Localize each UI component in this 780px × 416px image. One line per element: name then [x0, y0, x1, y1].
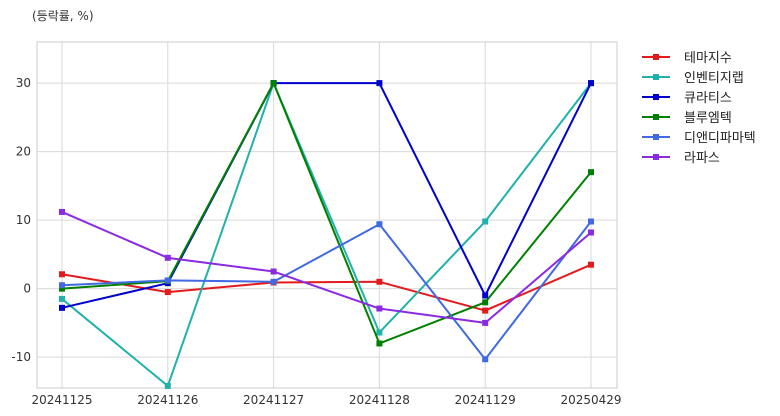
- legend-label: 블루엠텍: [684, 111, 732, 126]
- data-point: [588, 229, 594, 236]
- data-point: [164, 382, 171, 389]
- series-6: [59, 208, 594, 326]
- data-point: [588, 80, 594, 87]
- data-point: [482, 307, 489, 314]
- x-tick-label: 20241129: [455, 393, 516, 407]
- legend-label: 테마지수: [684, 51, 732, 66]
- y-tick-label: -10: [11, 350, 31, 364]
- data-point: [482, 292, 489, 299]
- data-point: [59, 282, 65, 289]
- legend-marker: [653, 154, 659, 160]
- series-4: [59, 80, 594, 347]
- legend-label: 디앤디파마텍: [684, 131, 756, 146]
- data-point: [270, 80, 277, 87]
- legend-item: 블루엠텍: [642, 111, 732, 126]
- data-point: [59, 271, 65, 278]
- plot-area: [36, 41, 618, 389]
- series-1: [59, 261, 594, 314]
- x-tick-label: 20241126: [137, 393, 198, 407]
- data-point: [588, 218, 594, 225]
- data-point: [164, 289, 171, 296]
- legend-item: 라파스: [642, 151, 720, 166]
- legend-marker: [653, 114, 659, 120]
- data-point: [59, 304, 65, 311]
- unit-label: (등락률, %): [32, 9, 94, 23]
- series-line: [61, 82, 592, 309]
- legend-item: 인벤티지랩: [642, 71, 744, 86]
- legend-label: 인벤티지랩: [684, 71, 744, 86]
- series-group: [59, 80, 594, 389]
- series-line: [61, 210, 592, 324]
- legend-marker: [653, 94, 659, 100]
- data-point: [588, 261, 594, 268]
- data-point: [59, 208, 65, 215]
- series-3: [59, 80, 594, 311]
- series-line: [61, 82, 592, 345]
- x-tick-label: 20241127: [243, 393, 304, 407]
- y-tick-label: 30: [16, 76, 31, 90]
- data-point: [164, 277, 171, 284]
- y-axis: -10 0 10 20 30: [11, 76, 31, 364]
- data-point: [376, 305, 383, 312]
- legend-label: 라파스: [684, 151, 720, 166]
- legend-marker: [653, 54, 659, 60]
- series-2: [59, 80, 594, 389]
- y-tick-label: 20: [16, 145, 31, 159]
- legend-item: 디앤디파마텍: [642, 131, 756, 146]
- x-tick-label: 20241125: [31, 393, 92, 407]
- legend-marker: [653, 134, 659, 140]
- series-line: [61, 82, 592, 387]
- legend-item: 테마지수: [642, 51, 732, 66]
- data-point: [376, 340, 383, 347]
- legend-label: 큐라티스: [684, 91, 732, 106]
- series-line: [61, 220, 592, 361]
- legend-item: 큐라티스: [642, 91, 732, 106]
- data-point: [59, 295, 65, 302]
- data-point: [270, 268, 277, 275]
- data-point: [588, 169, 594, 176]
- series-5: [59, 218, 594, 363]
- y-tick-label: 0: [23, 282, 31, 296]
- data-point: [59, 285, 65, 292]
- x-axis: 20241125 20241126 20241127 20241128 20241129…: [31, 393, 621, 407]
- data-point: [270, 278, 277, 285]
- y-tick-label: 10: [16, 213, 31, 227]
- data-point: [164, 254, 171, 261]
- data-point: [482, 356, 489, 363]
- data-point: [376, 221, 383, 228]
- data-point: [376, 329, 383, 336]
- data-point: [376, 80, 383, 87]
- x-tick-label: 20241128: [349, 393, 410, 407]
- data-point: [482, 218, 489, 225]
- series-line: [61, 263, 592, 312]
- data-point: [482, 299, 489, 306]
- x-tick-label: 20250429: [560, 393, 621, 407]
- data-point: [376, 278, 383, 285]
- legend-marker: [653, 74, 659, 80]
- data-point: [482, 319, 489, 326]
